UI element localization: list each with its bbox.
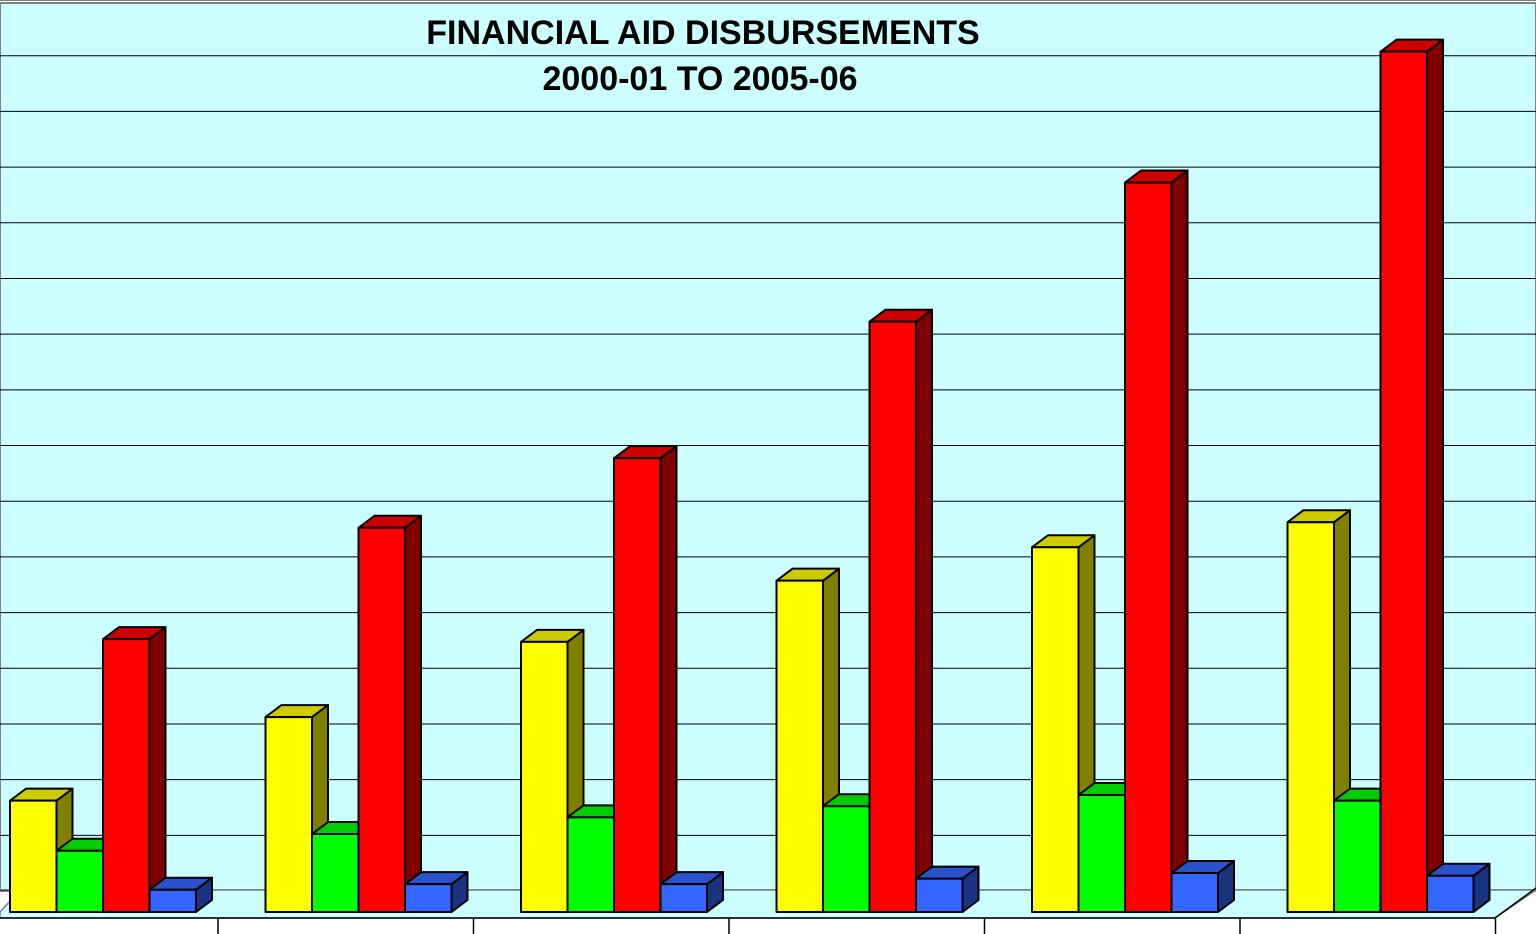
bar	[868, 308, 933, 913]
bar-front	[1031, 546, 1080, 913]
bar-front	[915, 877, 964, 914]
bar	[1379, 38, 1444, 914]
bar-front	[404, 883, 453, 913]
bar-front	[520, 640, 569, 914]
bar-front	[868, 320, 917, 913]
bar-side	[404, 514, 422, 913]
chart-title: FINANCIAL AID DISBURSEMENTS	[426, 14, 979, 52]
bar	[404, 871, 469, 913]
bar-front	[148, 888, 197, 913]
bar-front	[566, 816, 615, 913]
bar-front	[822, 805, 871, 913]
bar-front	[1333, 799, 1382, 913]
bar-front	[9, 799, 58, 913]
bar	[1170, 860, 1235, 913]
bar	[102, 626, 167, 913]
bar-front	[1286, 521, 1335, 913]
bar	[775, 567, 840, 913]
bar-front	[1124, 181, 1173, 913]
bar-side	[1170, 169, 1189, 913]
bar	[148, 876, 213, 913]
bar	[915, 865, 980, 914]
bar	[613, 445, 678, 913]
bar-side	[915, 308, 933, 913]
bar	[1426, 862, 1491, 913]
bar-front	[1379, 50, 1428, 914]
bar-front	[102, 638, 151, 913]
bar-side	[659, 445, 678, 913]
bar-front	[775, 579, 824, 913]
bar-front	[1426, 874, 1475, 913]
bar-side	[1426, 38, 1444, 913]
bar	[1286, 509, 1351, 913]
chart-subtitle: 2000-01 TO 2005-06	[542, 60, 857, 98]
bar	[659, 871, 724, 913]
bar-front	[357, 526, 406, 913]
bar-front	[1170, 872, 1219, 913]
bar-front	[1077, 794, 1126, 914]
bar-front	[311, 833, 360, 913]
floor-edge	[1494, 887, 1536, 919]
bar-front	[659, 883, 708, 913]
bar	[1124, 169, 1189, 913]
bar-front	[55, 849, 104, 914]
bar-front	[264, 716, 313, 913]
bars	[9, 38, 1497, 934]
bar	[357, 514, 422, 913]
bar-side	[148, 626, 167, 913]
bar-front	[613, 457, 662, 913]
